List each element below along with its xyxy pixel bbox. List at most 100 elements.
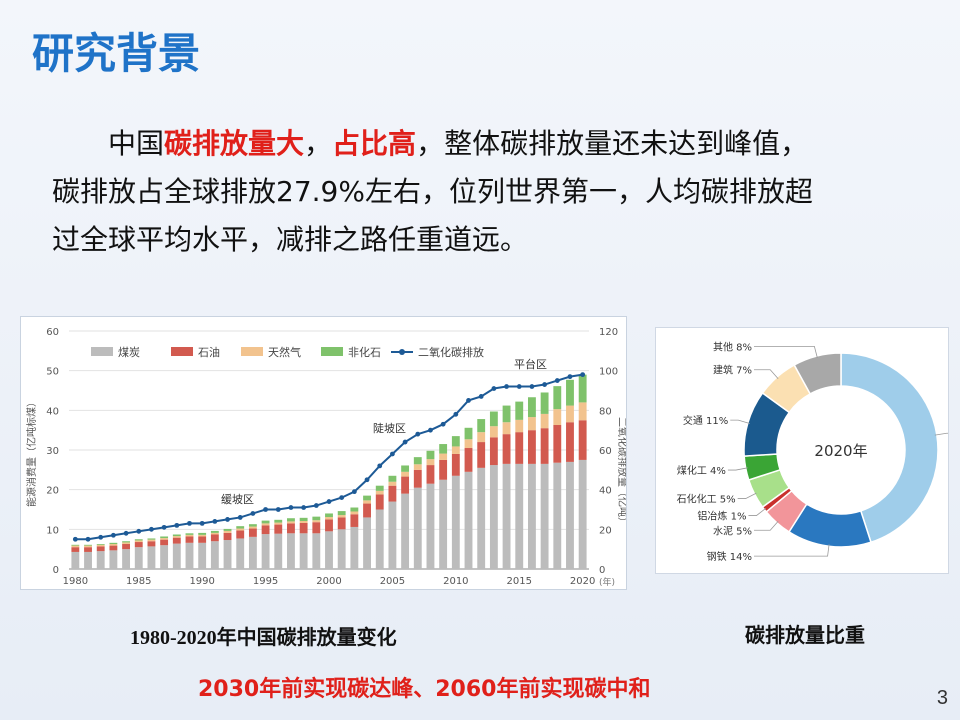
co2-line-series: [72, 372, 586, 542]
bar-nonfossil: [439, 444, 448, 454]
bar-nonfossil: [134, 539, 143, 541]
bar-nonfossil: [515, 401, 524, 420]
bar-coal: [477, 467, 486, 569]
bar-gas: [325, 517, 333, 520]
legend-label-coal: 煤炭: [118, 346, 140, 359]
y-tick-right-label: 120: [599, 327, 618, 338]
donut-leader-line: [727, 467, 748, 471]
bar-oil: [578, 420, 587, 460]
bar-coal: [198, 542, 207, 569]
bar-nonfossil: [198, 532, 207, 535]
bar-coal: [553, 462, 562, 569]
co2-point: [478, 394, 484, 399]
co2-point: [110, 532, 116, 538]
bar-coal: [439, 479, 448, 569]
co2-point: [85, 536, 91, 542]
bar-gas: [185, 534, 194, 537]
background-paragraph: 中国碳排放量大，占比高，整体碳排放量还未达到峰值， 碳排放占全球排放27.9%左…: [52, 120, 922, 264]
bar-gas: [274, 522, 283, 525]
y-axis-left-label: 能源消费量（亿吨标煤）: [25, 397, 38, 507]
bar-gas: [287, 521, 295, 524]
bar-oil: [566, 422, 574, 462]
co2-point: [225, 517, 230, 522]
bar-oil: [96, 546, 105, 552]
bar-gas: [388, 481, 397, 486]
bar-coal: [147, 546, 156, 569]
y-axis-right-label: 二氧化碳排放量（亿吨）: [616, 417, 626, 527]
bar-oil: [337, 517, 346, 530]
bar-gas: [210, 532, 219, 535]
y-tick-right-label: 20: [599, 525, 612, 536]
x-tick-label: 1980: [63, 576, 88, 587]
y-tick-right-label: 0: [599, 565, 605, 576]
bar-gas: [236, 528, 245, 531]
bar-oil: [185, 536, 194, 543]
bar-coal: [401, 493, 410, 569]
bar-oil: [210, 534, 219, 542]
bar-gas: [261, 523, 270, 526]
bar-gas: [451, 446, 460, 454]
co2-point: [504, 384, 509, 389]
slide-title: 研究背景: [32, 29, 201, 78]
x-tick-label: 2015: [507, 576, 532, 587]
bar-coal: [84, 551, 92, 569]
co2-point: [174, 522, 180, 528]
x-tick-label: 2010: [443, 576, 468, 587]
co2-point: [136, 528, 142, 534]
bar-coal: [527, 463, 536, 569]
donut-leader-line: [737, 492, 757, 499]
co2-point: [377, 463, 383, 469]
co2-point: [453, 411, 459, 417]
bar-coal: [236, 538, 245, 569]
co2-point: [149, 526, 154, 532]
bar-gas: [147, 539, 156, 542]
bar-oil: [160, 539, 169, 546]
bar-oil: [439, 459, 448, 480]
bar-nonfossil: [401, 465, 410, 472]
bar-gas: [198, 534, 207, 537]
y-tick-left-label: 10: [46, 525, 59, 536]
bar-oil: [299, 522, 308, 534]
bar-oil: [147, 541, 156, 547]
annotation-plateau: 平台区: [514, 357, 547, 371]
co2-point: [250, 511, 256, 516]
bar-coal: [502, 463, 511, 569]
annotation-steep-slope: 陡坡区: [373, 422, 406, 435]
bar-nonfossil: [96, 544, 105, 545]
bar-gas: [401, 471, 410, 477]
bar-nonfossil: [337, 511, 346, 516]
bar-nonfossil: [413, 457, 422, 465]
legend-label-oil: 石油: [198, 345, 220, 359]
text-segment: ，: [304, 127, 333, 160]
annotation-gentle-slope: 缓坡区: [221, 493, 254, 506]
co2-point: [339, 495, 345, 500]
bar-nonfossil: [122, 541, 131, 543]
bar-coal: [363, 517, 371, 569]
bar-nonfossil: [261, 520, 270, 524]
y-tick-right-label: 40: [599, 486, 612, 497]
highlight-high-share: 占比高: [332, 127, 417, 160]
co2-point: [275, 507, 281, 512]
y-tick-left-label: 0: [53, 565, 59, 576]
co2-point: [263, 507, 268, 512]
co2-point: [491, 386, 497, 391]
bar-nonfossil: [375, 485, 384, 491]
text-segment: 中国: [108, 127, 165, 160]
donut-leader-line: [748, 507, 767, 516]
co2-point: [301, 505, 307, 510]
legend-marker-co2: [399, 349, 405, 355]
bar-oil: [248, 528, 257, 537]
bar-nonfossil: [527, 397, 536, 418]
bar-nonfossil: [578, 374, 587, 403]
bar-oil: [401, 476, 410, 494]
y-tick-right-label: 80: [599, 406, 612, 417]
bar-coal: [489, 465, 498, 569]
page-number: 3: [936, 687, 948, 709]
bar-gas: [337, 515, 346, 518]
text-segment: ，整体碳排放量还未达到峰值，: [416, 127, 809, 160]
co2-point: [364, 477, 370, 483]
bar-coal: [287, 533, 295, 569]
bar-nonfossil: [299, 517, 308, 522]
bar-nonfossil: [71, 544, 80, 546]
co2-point: [187, 520, 192, 526]
